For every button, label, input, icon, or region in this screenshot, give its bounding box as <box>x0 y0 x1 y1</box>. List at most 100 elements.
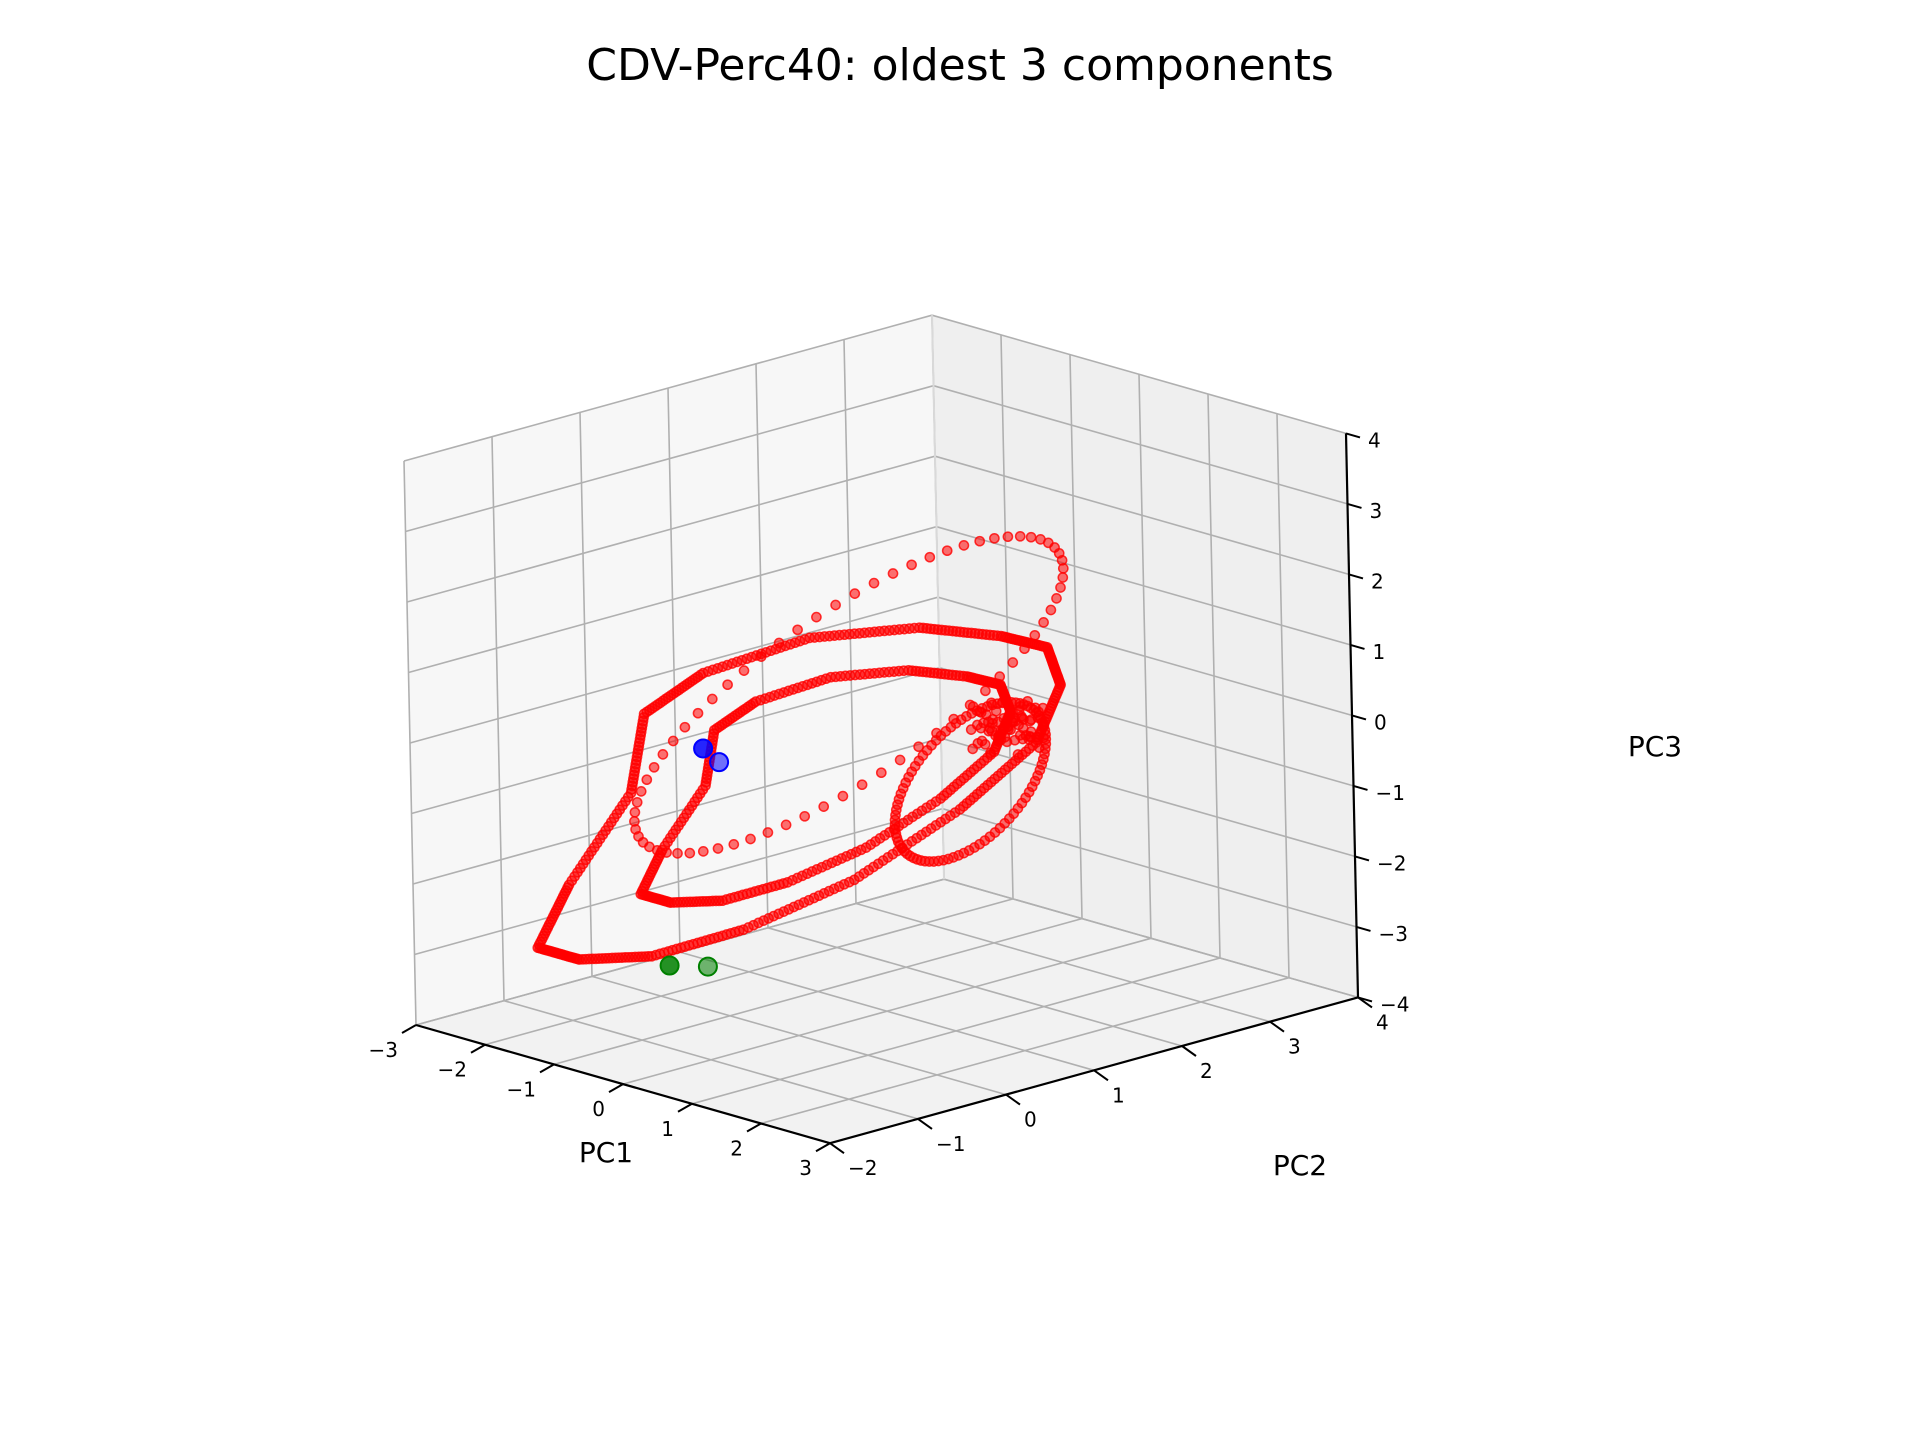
data-point <box>964 699 976 711</box>
z-tick-mark <box>1356 925 1371 932</box>
data-point <box>1025 531 1037 543</box>
z-axis-label: PC3 <box>1628 730 1682 763</box>
grid-line <box>943 878 1359 999</box>
y-tick-mark <box>1269 1020 1285 1033</box>
data-point <box>1013 704 1025 716</box>
data-point <box>635 786 647 797</box>
data-point <box>657 749 669 760</box>
z-tick-mark <box>1347 502 1362 509</box>
data-point <box>1038 617 1049 628</box>
chart-title: CDV-Perc40: oldest 3 components <box>586 40 1334 91</box>
data-point <box>745 833 756 845</box>
data-point <box>661 847 672 858</box>
y-tick-label: 2 <box>1200 1059 1213 1083</box>
data-point <box>894 754 906 766</box>
grid-line <box>503 999 919 1120</box>
data-point <box>965 724 977 735</box>
data-point <box>792 624 803 636</box>
x-tick-label: 0 <box>592 1097 605 1121</box>
data-point <box>906 559 917 571</box>
data-point <box>992 716 1004 728</box>
data-point <box>1038 732 1049 744</box>
data-point <box>931 727 942 739</box>
x-axis-label: PC1 <box>579 1136 633 1169</box>
data-point <box>811 611 822 623</box>
data-point <box>1024 731 1036 742</box>
grid-line <box>939 666 1354 787</box>
data-point <box>728 839 740 850</box>
data-point <box>1037 702 1049 714</box>
x-tick-mark <box>815 1142 831 1153</box>
data-point <box>773 637 785 649</box>
data-point <box>1055 582 1066 593</box>
data-point <box>992 734 1004 746</box>
x-tick-mark <box>746 1122 762 1133</box>
y-tick-label: 3 <box>1288 1035 1301 1059</box>
start-point <box>693 738 714 759</box>
data-point <box>626 784 637 795</box>
grid-line <box>409 596 939 744</box>
grid-line <box>942 807 1357 928</box>
z-tick-label: 2 <box>1371 569 1384 593</box>
y-tick-label: −2 <box>848 1156 877 1180</box>
data-point <box>1057 572 1069 583</box>
data-point <box>986 697 997 709</box>
grid-line <box>412 737 942 885</box>
grid-line <box>403 314 933 462</box>
data-point <box>994 671 1006 682</box>
data-point <box>1045 604 1057 616</box>
z-tick-label: −1 <box>1376 781 1405 805</box>
grid-line <box>937 596 1353 717</box>
data-point <box>1005 724 1016 736</box>
data-point <box>755 651 767 662</box>
z-tick-label: 3 <box>1370 499 1383 523</box>
end-point <box>659 955 680 976</box>
data-point <box>692 707 704 719</box>
data-point <box>712 843 724 854</box>
y-tick-mark <box>829 1142 845 1155</box>
data-point <box>629 806 641 818</box>
data-point <box>706 693 718 705</box>
grid-line <box>933 384 1348 505</box>
x-tick-label: 1 <box>661 1117 674 1141</box>
data-point <box>631 796 643 808</box>
grid-line <box>408 525 937 674</box>
data-point <box>887 568 899 579</box>
data-point <box>868 577 880 589</box>
y-tick-mark <box>1005 1093 1021 1106</box>
data-point <box>1005 709 1016 721</box>
data-point <box>975 707 987 718</box>
grid-line <box>934 455 1350 576</box>
x-tick-label: −1 <box>507 1077 536 1101</box>
z-tick-label: −2 <box>1377 851 1406 875</box>
data-point <box>856 779 868 791</box>
x-tick-mark <box>608 1083 624 1093</box>
x-tick-label: 2 <box>730 1137 743 1161</box>
data-point <box>985 747 996 759</box>
y-tick-mark <box>1093 1069 1109 1082</box>
data-point <box>980 685 991 697</box>
x-tick-label: −3 <box>369 1038 398 1062</box>
data-point <box>1014 729 1026 741</box>
grid-line <box>931 314 1347 435</box>
data-point <box>672 848 683 859</box>
z-tick-mark <box>1353 784 1368 791</box>
data-point <box>1033 742 1045 753</box>
y-tick-label: 1 <box>1112 1083 1125 1107</box>
axis-labels: PC1 PC2 PC3 <box>579 730 1682 1182</box>
data-point <box>641 774 653 786</box>
z-tick-mark <box>1348 573 1364 580</box>
z-tick-label: −4 <box>1380 992 1409 1016</box>
data-point <box>780 819 792 831</box>
grid-line <box>679 951 1095 1072</box>
z-tick-label: −3 <box>1379 922 1408 946</box>
data-point <box>1002 531 1014 543</box>
y-tick-mark <box>917 1118 933 1130</box>
data-point <box>818 801 830 812</box>
z-tick-mark <box>1354 855 1370 862</box>
grid-lines <box>403 314 1359 1144</box>
grid-line <box>855 902 1271 1023</box>
z-tick-label: 4 <box>1368 428 1381 452</box>
